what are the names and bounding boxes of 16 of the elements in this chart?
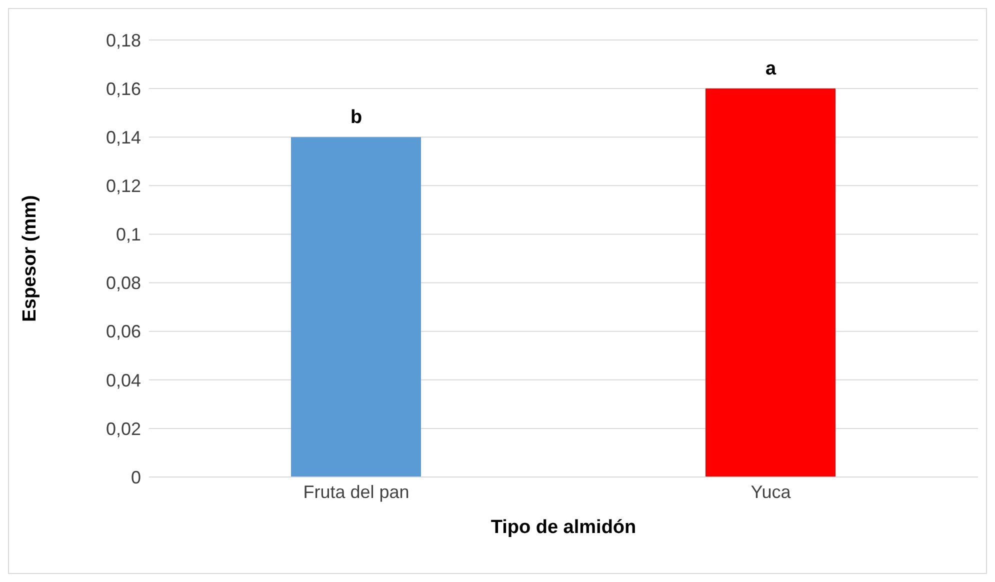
y-axis-title: Espesor (mm) bbox=[20, 195, 41, 322]
y-tick-label: 0,12 bbox=[106, 176, 141, 196]
x-tick-label: Fruta del pan bbox=[303, 482, 410, 502]
annotation: a bbox=[765, 58, 776, 80]
y-tick-label: 0,04 bbox=[106, 370, 141, 390]
y-tick-label: 0,06 bbox=[106, 322, 141, 342]
y-tick-label: 0,16 bbox=[106, 78, 141, 99]
y-tick-label: 0,02 bbox=[106, 418, 141, 439]
annotation: b bbox=[350, 107, 362, 128]
x-axis-title: Tipo de almidón bbox=[490, 517, 636, 538]
y-tick-label: 0,1 bbox=[116, 224, 141, 245]
y-tick-label: 0,08 bbox=[106, 273, 141, 294]
y-tick-label: 0 bbox=[130, 467, 141, 488]
x-tick-label: Yuca bbox=[750, 482, 792, 502]
y-tick-label: 0,14 bbox=[106, 128, 141, 148]
y-tick-label: 0,18 bbox=[106, 30, 141, 50]
